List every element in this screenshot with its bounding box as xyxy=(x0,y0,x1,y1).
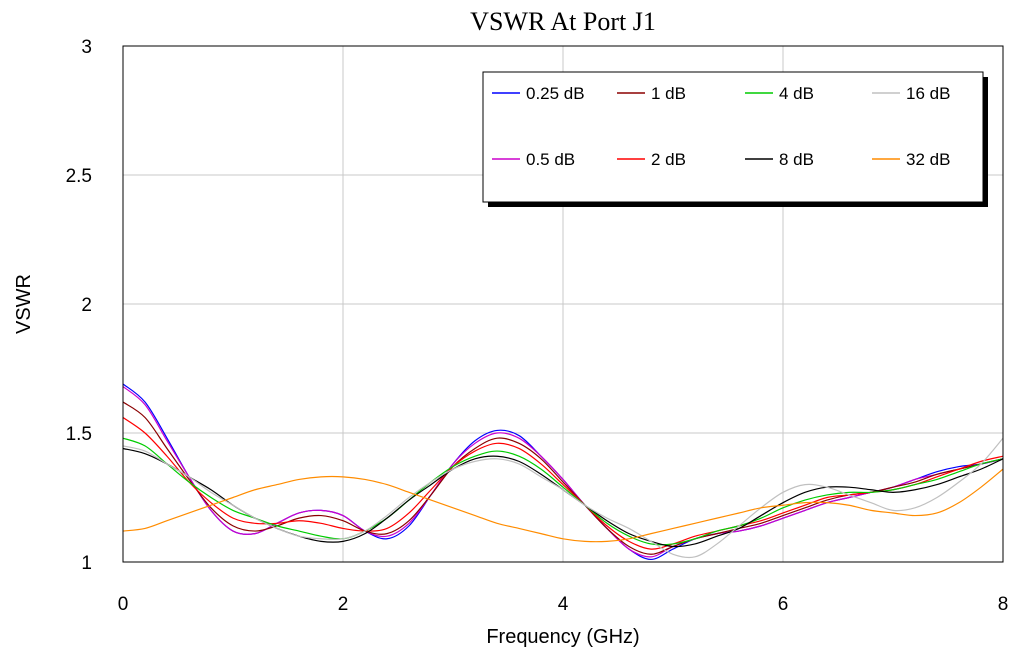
y-tick-label: 1 xyxy=(81,553,92,574)
x-tick-label: 4 xyxy=(558,594,569,615)
legend-label-1-db: 1 dB xyxy=(651,84,686,103)
y-tick-label: 1.5 xyxy=(66,424,92,445)
series-line-0_5-db xyxy=(122,386,1004,558)
y-tick-label: 2.5 xyxy=(66,166,92,187)
legend: 0.25 dB 1 dB 4 dB 16 dB 0.5 dB 2 dB 8 dB 32 dB xyxy=(482,71,988,207)
y-tick-label: 3 xyxy=(81,37,92,58)
legend-label-8-db: 8 dB xyxy=(779,150,814,169)
x-tick-label: 6 xyxy=(778,594,789,615)
series-lines xyxy=(122,383,1004,561)
chart-title: VSWR At Port J1 xyxy=(470,7,656,36)
legend-label-0_25-db: 0.25 dB xyxy=(526,84,585,103)
x-tick-labels: 0 2 4 6 8 xyxy=(118,594,1009,615)
series-line-4-db xyxy=(122,437,1004,546)
legend-items: 0.25 dB 1 dB 4 dB 16 dB 0.5 dB 2 dB 8 dB 32 dB xyxy=(492,84,950,169)
y-tick-labels: 1 1.5 2 2.5 3 xyxy=(66,37,92,574)
series-line-32-db xyxy=(122,468,1004,543)
legend-label-4-db: 4 dB xyxy=(779,84,814,103)
y-axis-label: VSWR xyxy=(13,274,35,334)
legend-label-32-db: 32 dB xyxy=(906,150,950,169)
plot-frame xyxy=(122,45,1004,563)
legend-label-0_5-db: 0.5 dB xyxy=(526,150,575,169)
x-axis-label: Frequency (GHz) xyxy=(486,626,639,648)
series-line-16-db xyxy=(122,437,1004,559)
x-tick-label: 2 xyxy=(338,594,349,615)
legend-label-16-db: 16 dB xyxy=(906,84,950,103)
x-tick-label: 0 xyxy=(118,594,129,615)
legend-label-2-db: 2 dB xyxy=(651,150,686,169)
x-tick-label: 8 xyxy=(998,594,1009,615)
y-tick-label: 2 xyxy=(81,295,92,316)
